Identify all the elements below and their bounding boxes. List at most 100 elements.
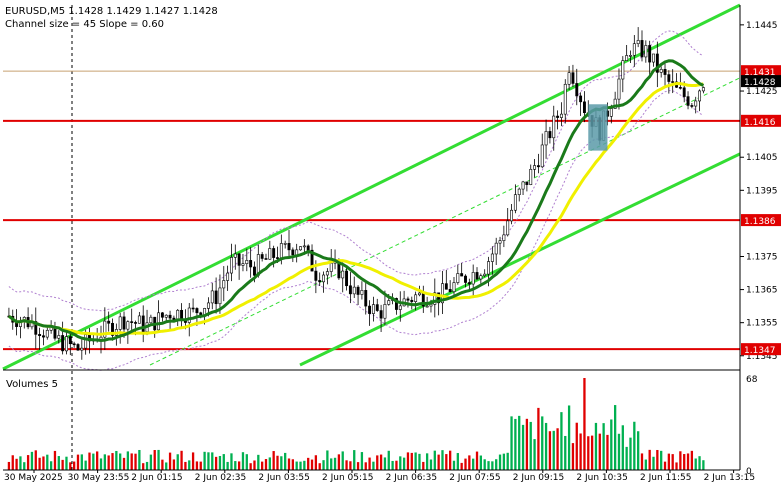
volume-bar	[514, 418, 517, 470]
volume-bar	[418, 453, 421, 470]
volume-bar	[92, 453, 95, 470]
volume-bar	[142, 463, 145, 470]
candle-body	[111, 322, 114, 336]
candle-body	[107, 320, 111, 324]
candle-body	[187, 307, 191, 323]
volume-bar	[410, 452, 413, 470]
volume-bar	[506, 452, 509, 470]
candle-body	[471, 272, 475, 285]
candle-body	[490, 253, 494, 262]
volume-bar	[679, 451, 682, 470]
volume-bar	[422, 461, 425, 470]
volume-bar	[648, 449, 651, 470]
candle-body	[322, 274, 325, 283]
y-tick-label: 1.1355	[746, 319, 778, 329]
volume-bar	[686, 453, 690, 470]
volume-bar	[567, 405, 571, 470]
volume-bar	[698, 456, 701, 470]
candle-body	[379, 310, 383, 319]
volume-bar	[303, 460, 306, 470]
candle-body	[318, 280, 322, 283]
volume-bar	[613, 405, 617, 470]
volume-bar	[180, 450, 183, 470]
volume-bar	[218, 455, 222, 470]
envelope-upper	[8, 30, 704, 312]
volume-bar	[433, 450, 436, 470]
x-tick-label: 2 Jun 10:35	[576, 473, 627, 483]
candle-body	[329, 262, 333, 272]
volume-bar	[272, 451, 275, 470]
volume-bar	[284, 452, 287, 470]
candle-body	[571, 72, 575, 84]
fast-moving-average	[7, 59, 705, 343]
level-price-tag	[741, 114, 781, 127]
volume-bar	[322, 460, 325, 470]
volume-bar	[402, 457, 406, 470]
volume-bar	[483, 459, 486, 470]
y-tick-label: 1.1375	[746, 252, 778, 262]
axes: 1.1445 1.1425 1.1405 1.1395 1.1375 1.1365 1.13…	[3, 5, 778, 483]
volume-bar	[26, 455, 30, 470]
volume-bar	[510, 416, 513, 470]
volume-bar	[172, 459, 176, 470]
candle-body	[57, 335, 61, 339]
volume-bar	[168, 452, 172, 470]
volume-bar	[53, 450, 57, 470]
x-tick-label: 2 Jun 13:15	[704, 473, 755, 483]
volume-bar	[675, 462, 678, 470]
candle-body	[210, 290, 214, 304]
candle-body	[314, 270, 318, 281]
candle-body	[617, 78, 621, 100]
candle-body	[671, 81, 675, 83]
volume-bar	[594, 422, 598, 470]
candle-body	[517, 188, 521, 195]
volume-bar	[487, 461, 490, 470]
candle-body	[264, 258, 268, 260]
envelope-bands	[8, 30, 704, 371]
volume-bar	[138, 449, 141, 470]
candle-body	[475, 272, 479, 280]
volume-bar	[533, 439, 536, 470]
volume-bar	[460, 462, 463, 470]
volume-bar	[353, 450, 356, 470]
volume-bar	[395, 460, 398, 470]
candle-body	[406, 298, 410, 301]
candle-body	[345, 270, 349, 287]
volume-bar	[234, 461, 237, 470]
volume-bar	[387, 450, 390, 470]
volume-bar	[464, 458, 467, 470]
volume-bar	[560, 412, 563, 470]
volume-bar	[491, 461, 494, 470]
volume-bar	[11, 455, 14, 470]
candle-body	[698, 90, 702, 102]
candle-body	[575, 83, 579, 97]
volume-bar	[203, 451, 206, 470]
candle-body	[479, 275, 483, 280]
volume-bar	[579, 433, 582, 470]
y-tick-label: 1.1395	[746, 186, 778, 196]
candle-body	[513, 194, 517, 211]
volume-bar	[165, 462, 168, 470]
volume-bar	[495, 459, 498, 470]
volume-bar	[383, 457, 387, 470]
candle-body	[226, 272, 230, 281]
volume-bar	[663, 461, 667, 470]
candle-body	[356, 286, 360, 295]
volume-bar	[502, 453, 506, 470]
candle-body	[237, 253, 241, 266]
candle-body	[206, 302, 210, 309]
volume-bar	[276, 455, 279, 470]
volume-bar	[525, 418, 529, 470]
volume-bar	[552, 430, 555, 470]
candle-body	[582, 101, 586, 114]
volume-bar	[188, 460, 191, 470]
volume-bar	[211, 452, 214, 470]
candle-body	[341, 270, 345, 279]
volume-bar	[72, 461, 76, 470]
volume-bar	[23, 462, 26, 470]
volume-bar	[368, 457, 371, 470]
volume-bar	[621, 425, 624, 470]
